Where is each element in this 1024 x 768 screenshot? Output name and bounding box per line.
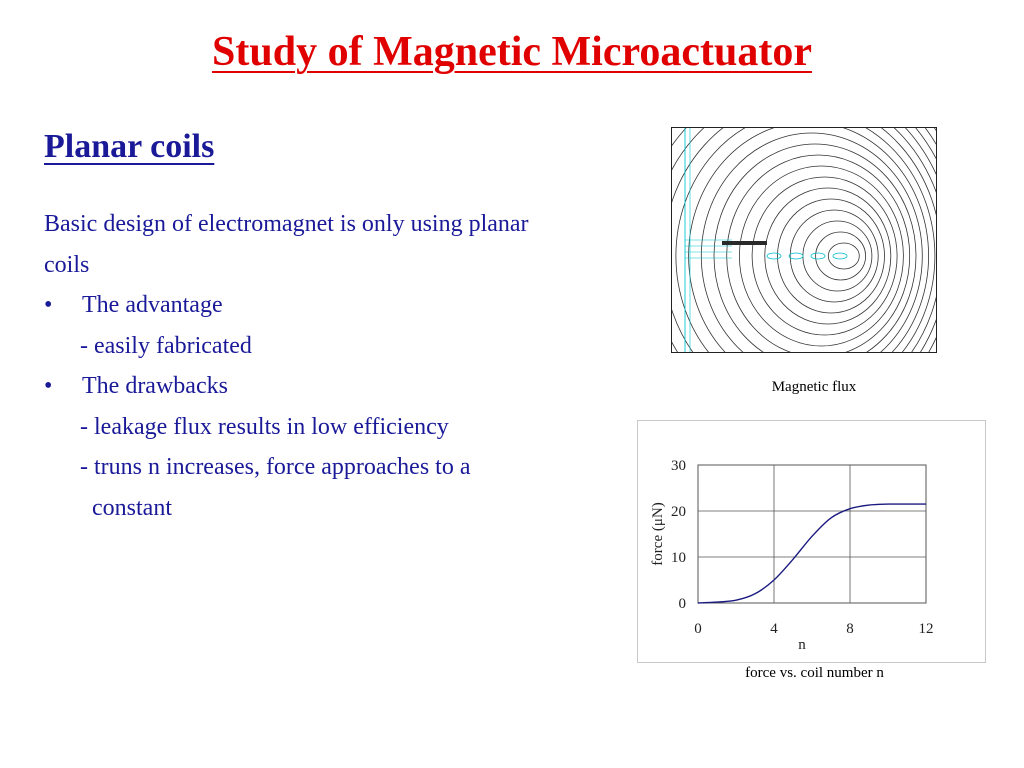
flux-line	[726, 154, 911, 352]
x-tick-label: 4	[770, 621, 778, 637]
drawback-detail-2-cont: constant	[92, 494, 172, 521]
bullet-icon: •	[44, 292, 53, 318]
coil-turn	[810, 252, 826, 260]
flux-line	[827, 242, 860, 270]
x-tick-label: 12	[919, 621, 934, 637]
bullet-advantage: • The advantage	[44, 285, 644, 326]
force-chart-figure: 0 4 8 12 0 10 20 30 n force (μN)	[637, 420, 986, 663]
chart-caption: force vs. coil number n	[745, 665, 884, 681]
slide-title-wrap: Study of Magnetic Microactuator	[0, 28, 1024, 76]
body-text: Basic design of electromagnet is only us…	[44, 204, 644, 528]
slide-title: Study of Magnetic Microactuator	[212, 29, 812, 75]
plot-area	[697, 464, 927, 604]
section-heading: Planar coils	[44, 128, 215, 165]
coil-turn	[766, 252, 782, 260]
x-axis-label: n	[798, 637, 806, 653]
drawback-detail-2: - truns n increases, force approaches to…	[80, 454, 471, 480]
coil-turn	[832, 252, 848, 260]
flux-line	[738, 165, 904, 347]
y-axis-label: force (μN)	[650, 502, 666, 565]
bullet-icon: •	[44, 373, 53, 399]
coil-turn	[788, 252, 804, 260]
advantage-detail: - easily fabricated	[80, 332, 252, 359]
x-tick-label: 8	[846, 621, 854, 637]
flux-line	[764, 187, 892, 325]
drawback-detail-1: - leakage flux results in low efficiency	[80, 413, 449, 440]
y-tick-label: 0	[679, 596, 687, 612]
flux-caption: Magnetic flux	[771, 379, 857, 395]
bullet-drawbacks-label: The drawbacks	[82, 373, 228, 399]
flux-line	[700, 132, 923, 352]
flux-line	[675, 128, 936, 352]
flux-line	[688, 128, 929, 352]
flux-line	[789, 209, 879, 303]
flux-line	[815, 231, 867, 281]
magnetic-flux-figure	[671, 127, 937, 353]
force-chart: 0 4 8 12 0 10 20 30 n force (μN)	[650, 458, 934, 653]
x-tick-label: 0	[694, 621, 702, 637]
y-tick-label: 30	[671, 458, 686, 474]
flux-line-plot	[672, 128, 936, 352]
flux-line	[713, 143, 917, 352]
intro-line-2: coils	[44, 251, 90, 278]
flux-line	[777, 198, 885, 314]
intro-line-1: Basic design of electromagnet is only us…	[44, 211, 529, 237]
bullet-advantage-label: The advantage	[82, 292, 223, 318]
flux-line	[751, 176, 898, 336]
coil-plate	[722, 241, 767, 245]
bullet-drawbacks: • The drawbacks	[44, 366, 644, 407]
flux-line	[802, 220, 873, 292]
y-tick-label: 20	[671, 504, 686, 520]
y-tick-label: 10	[671, 550, 686, 566]
flux-lines	[672, 128, 936, 352]
